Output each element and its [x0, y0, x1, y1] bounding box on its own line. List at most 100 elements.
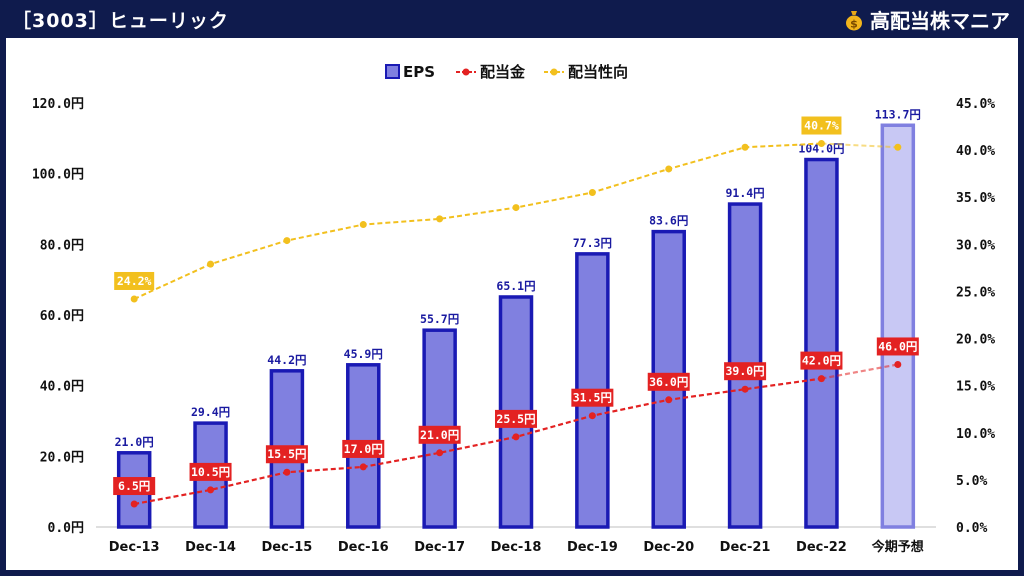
- dividend-line: [133, 377, 822, 506]
- y-right-tick-label: 45.0%: [956, 97, 995, 112]
- y-left-tick-label: 100.0円: [32, 168, 84, 183]
- payout-ratio-point: [894, 143, 902, 151]
- y-right-tick-label: 40.0%: [956, 144, 995, 159]
- x-tick-label: Dec-17: [414, 540, 465, 555]
- dividend-data-label: 31.5円: [573, 391, 612, 405]
- payout-ratio-data-label: 24.2%: [117, 274, 152, 288]
- dividend-point: [665, 396, 673, 404]
- dividend-data-label: 21.0円: [420, 428, 459, 442]
- x-tick-label: Dec-15: [262, 540, 313, 555]
- x-tick-label: Dec-18: [491, 540, 542, 555]
- eps-data-label: 65.1円: [496, 279, 535, 293]
- y-right-tick-label: 30.0%: [956, 238, 995, 253]
- payout-ratio-point: [283, 237, 291, 245]
- payout-ratio-point: [207, 260, 215, 268]
- y-right-tick-label: 10.0%: [956, 427, 995, 442]
- y-left-tick-label: 80.0円: [40, 238, 84, 253]
- y-left-tick-label: 40.0円: [40, 380, 84, 395]
- x-tick-label: Dec-13: [109, 540, 160, 555]
- dividend-point: [894, 360, 902, 368]
- dividend-label-box: [647, 372, 690, 391]
- eps-data-label: 29.4円: [191, 405, 230, 419]
- dividend-label-box: [724, 362, 767, 381]
- dividend-label-box: [876, 337, 919, 356]
- dividend-label-box: [418, 425, 461, 444]
- y-right-tick-label: 0.0%: [956, 521, 987, 536]
- eps-data-label: 44.2円: [267, 353, 306, 367]
- legend-dividend-label: 配当金: [480, 63, 526, 81]
- payout-ratio-line: [133, 142, 822, 300]
- brand-name: 高配当株マニア: [870, 9, 1010, 33]
- dividend-label-box: [265, 445, 308, 464]
- eps-data-label: 77.3円: [573, 236, 612, 250]
- payout-ratio-point: [359, 221, 367, 229]
- dividend-point: [130, 500, 138, 508]
- dividend-data-label: 25.5円: [496, 412, 535, 426]
- dividend-data-label: 10.5円: [191, 465, 230, 479]
- payout-ratio-point: [512, 204, 520, 212]
- eps-bar: [804, 157, 839, 529]
- dividend-data-label: 39.0円: [725, 364, 764, 378]
- eps-data-label: 113.7円: [875, 107, 921, 121]
- money-bag-icon: $: [846, 10, 862, 30]
- combo-chart: 0.0円 20.0円 40.0円 60.0円 80.0円 100.0円 120.0円 0.0%…: [32, 63, 995, 555]
- dividend-point: [741, 385, 749, 393]
- eps-data-label: 83.6円: [649, 214, 688, 228]
- dividend-data-label: 15.5円: [267, 447, 306, 461]
- payout-ratio-label-box: [801, 116, 842, 135]
- payout-ratio-point: [588, 189, 596, 197]
- payout-ratio-label-box: [114, 271, 155, 290]
- eps-data-label: 55.7円: [420, 312, 459, 326]
- chart-panel: 0.0円 20.0円 40.0円 60.0円 80.0円 100.0円 120.0円 0.0%…: [6, 38, 1018, 570]
- payout-ratio-point: [741, 143, 749, 151]
- y-left-tick-label: 0.0円: [48, 521, 84, 536]
- x-tick-label: Dec-19: [567, 540, 618, 555]
- payout-ratio-forecast-line: [821, 142, 898, 149]
- legend-eps-swatch: [385, 64, 400, 79]
- dividend-point: [588, 412, 596, 420]
- payout-ratio-point: [817, 140, 825, 148]
- dividend-point: [512, 433, 520, 441]
- page-title: ［3003］ヒューリック: [12, 10, 229, 32]
- dividend-data-label: 46.0円: [878, 339, 917, 353]
- eps-data-label: 45.9円: [344, 347, 383, 361]
- svg-text:$: $: [850, 17, 858, 30]
- eps-data-label: 91.4円: [725, 186, 764, 200]
- dividend-label-box: [189, 462, 232, 481]
- eps-bar: [880, 123, 916, 529]
- payout-ratio-data-label: 40.7%: [804, 119, 839, 133]
- dividend-data-label: 36.0円: [649, 375, 688, 389]
- dividend-label-box: [342, 439, 385, 458]
- dividend-point: [359, 463, 367, 471]
- legend-eps-label: EPS: [403, 63, 435, 81]
- x-tick-label: Dec-21: [720, 540, 771, 555]
- y-left-tick-label: 20.0円: [40, 450, 84, 465]
- dividend-data-label: 17.0円: [344, 442, 383, 456]
- y-right-tick-label: 25.0%: [956, 285, 995, 300]
- dividend-data-label: 42.0円: [802, 354, 841, 368]
- x-tick-label: 今期予想: [871, 539, 924, 555]
- x-tick-label: Dec-20: [643, 540, 694, 555]
- y-right-tick-label: 15.0%: [956, 380, 995, 395]
- legend-payout-label: 配当性向: [568, 63, 628, 81]
- x-tick-label: Dec-22: [796, 540, 847, 555]
- x-tick-label: Dec-16: [338, 540, 389, 555]
- y-left-tick-label: 60.0円: [40, 309, 84, 324]
- brand-logo: $ 高配当株マニア: [843, 5, 1010, 34]
- dividend-point: [436, 449, 444, 457]
- dividend-label-box: [113, 477, 156, 496]
- y-left-tick-label: 120.0円: [32, 97, 84, 112]
- y-right-tick-label: 20.0%: [956, 333, 995, 348]
- dividend-label-box: [495, 409, 537, 428]
- eps-data-label: 21.0円: [115, 435, 154, 449]
- dividend-point: [207, 486, 215, 494]
- dividend-label-box: [800, 351, 843, 370]
- dividend-point: [283, 468, 291, 476]
- legend-dividend-marker: [462, 68, 470, 76]
- dividend-point: [817, 375, 825, 383]
- legend-payout-marker: [550, 68, 558, 76]
- payout-ratio-point: [436, 215, 444, 223]
- y-right-tick-label: 5.0%: [956, 474, 987, 489]
- y-right-tick-label: 35.0%: [956, 191, 995, 206]
